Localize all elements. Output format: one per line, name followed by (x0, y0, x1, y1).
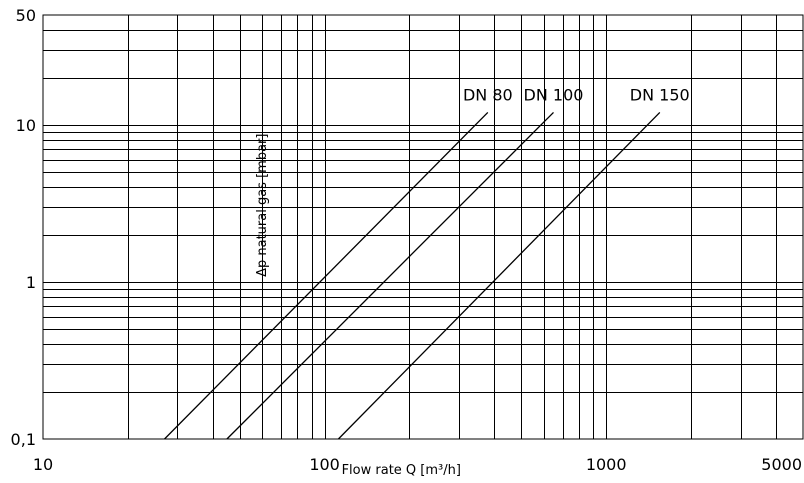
x-tick-label: 1000 (586, 455, 627, 474)
y-axis-label: Δp natural gas [mbar] (255, 134, 270, 277)
y-tick-label: 50 (16, 6, 36, 25)
y-tick-label: 0,1 (11, 430, 36, 449)
series-label-1: DN 80 (463, 85, 513, 104)
grid-layer (43, 15, 803, 439)
series-line-2 (226, 111, 554, 440)
label-layer: DN 80 DN 100 DN 150 10 100 1000 5000 0,1 1 10 50 Fl… (11, 6, 802, 478)
x-axis-label: Flow rate Q [m³/h] (342, 463, 461, 478)
series-label-2: DN 100 (524, 85, 584, 104)
x-tick-label: 100 (309, 455, 340, 474)
series-label-3: DN 150 (630, 85, 690, 104)
x-tick-label: 10 (33, 455, 53, 474)
series-layer (164, 111, 661, 440)
plot-frame (42, 14, 804, 440)
x-tick-label: 5000 (761, 455, 802, 474)
series-line-1 (164, 111, 489, 440)
series-line-3 (337, 111, 661, 440)
y-tick-label: 10 (16, 116, 36, 135)
y-tick-label: 1 (26, 273, 36, 292)
